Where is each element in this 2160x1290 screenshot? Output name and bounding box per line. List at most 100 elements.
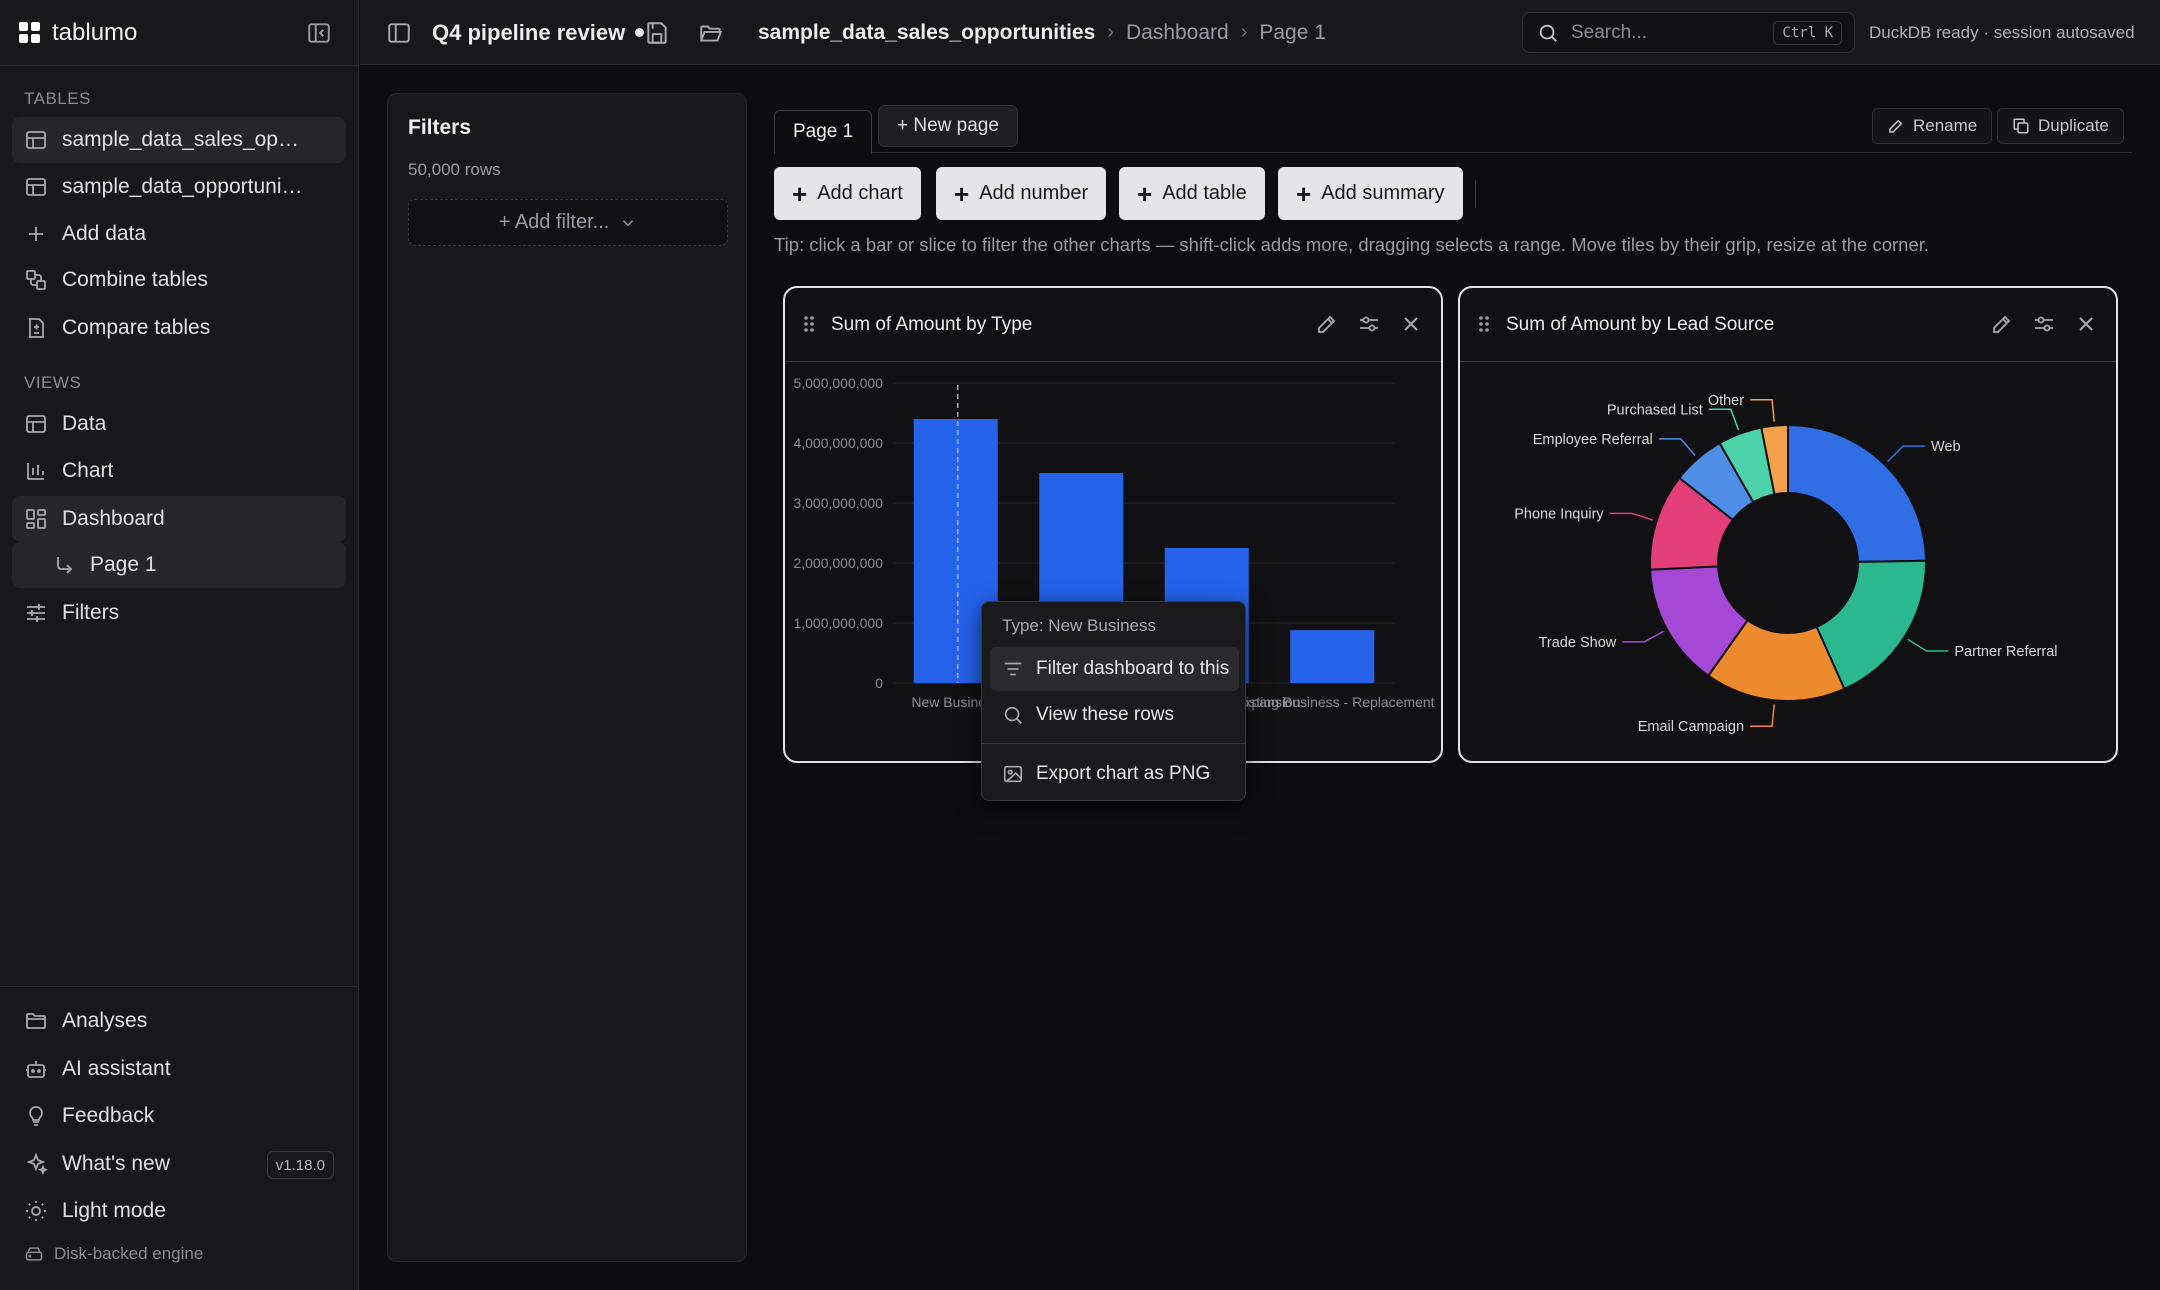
search-icon	[1004, 706, 1022, 724]
sidebar-item-label: Filters	[62, 601, 120, 624]
filters-title: Filters	[408, 116, 472, 139]
sidebar-item-label: Feedback	[62, 1104, 155, 1127]
slice-label: Trade Show	[1539, 635, 1617, 651]
rename-label: Rename	[1913, 116, 1978, 135]
sidebar-item-table-sales-opportunities[interactable]: sample_data_sales_opportunities	[12, 117, 346, 163]
slice-label-leader	[1750, 704, 1775, 727]
sidebar-item-whats-new[interactable]: What's new	[12, 1141, 272, 1187]
chevron-right-icon: ›	[1240, 21, 1248, 43]
close-icon[interactable]	[2074, 312, 2098, 336]
x-tick-label: Existing Business - Replacement	[1230, 694, 1435, 710]
sidebar-divider	[0, 986, 359, 987]
slice-label: Purchased List	[1607, 402, 1703, 418]
add-summary-button[interactable]: + Add summary	[1278, 167, 1463, 220]
y-tick-label: 0	[875, 675, 883, 691]
save-icon	[647, 21, 667, 44]
settings-sliders-icon[interactable]	[2032, 312, 2056, 336]
toolbar-divider	[1475, 180, 1476, 208]
search-box[interactable]: Ctrl K	[1522, 12, 1855, 53]
slice-label-leader	[1750, 399, 1775, 422]
y-tick-label: 3,000,000,000	[793, 495, 883, 511]
sidebar-item-label: AI assistant	[62, 1057, 171, 1080]
sidebar-item-chart[interactable]: Chart	[12, 448, 346, 494]
sidebar-item-label: Compare tables	[62, 316, 211, 339]
add-number-button[interactable]: + Add number	[936, 167, 1107, 220]
view-rows-menu-item[interactable]: View these rows	[990, 693, 1239, 737]
sidebar-item-compare-tables[interactable]: Compare tables	[12, 305, 346, 351]
app-name: tablumo	[52, 19, 138, 46]
sidebar-item-label: sample_data_opportunities_by_region	[62, 175, 307, 198]
open-button[interactable]	[698, 0, 724, 65]
table-icon	[26, 131, 46, 149]
sidebar-item-data[interactable]: Data	[12, 401, 346, 447]
sliders-icon	[27, 604, 45, 622]
menu-divider	[982, 743, 1245, 744]
add-table-label: Add table	[1162, 182, 1247, 204]
duplicate-button[interactable]: Duplicate	[1997, 108, 2124, 144]
row-count: 50,000 rows	[408, 160, 501, 179]
grip-icon[interactable]	[1476, 312, 1492, 336]
new-page-button[interactable]: + New page	[878, 105, 1018, 147]
donut-chart[interactable]: Web Partner Referral Email Campaign Trade S…	[1460, 363, 2116, 763]
panel-left-icon	[388, 22, 410, 43]
duplicate-label: Duplicate	[2038, 116, 2109, 135]
breadcrumb-table[interactable]: sample_data_sales_opportunities	[758, 20, 1096, 44]
sidebar-item-page-1[interactable]: Page 1	[12, 542, 346, 588]
views-section-label: VIEWS	[24, 373, 82, 392]
sidebar-item-light-mode[interactable]: Light mode	[12, 1188, 346, 1234]
breadcrumb-dashboard[interactable]: Dashboard	[1125, 20, 1229, 44]
donut-slice[interactable]	[1815, 559, 1927, 691]
image-icon	[1003, 765, 1023, 783]
add-filter-label: + Add filter...	[498, 211, 610, 233]
sidebar-item-label: Combine tables	[62, 268, 208, 291]
filter-dashboard-menu-item[interactable]: Filter dashboard to this	[990, 647, 1239, 691]
slice-label: Partner Referral	[1954, 644, 2057, 660]
donut-slice[interactable]	[1787, 423, 1927, 563]
sidebar-item-table-opportunities-by-region[interactable]: sample_data_opportunities_by_region	[12, 164, 346, 210]
export-png-menu-item[interactable]: Export chart as PNG	[990, 752, 1239, 796]
document-title[interactable]: Q4 pipeline review	[432, 0, 645, 65]
document-title-text: Q4 pipeline review	[432, 19, 626, 45]
add-chart-button[interactable]: + Add chart	[774, 167, 921, 220]
brand[interactable]: tablumo	[18, 19, 138, 46]
collapse-sidebar-icon[interactable]	[306, 20, 332, 46]
lightbulb-icon	[29, 1106, 43, 1126]
sidebar-item-ai-assistant[interactable]: AI assistant	[12, 1046, 346, 1092]
page-tabs: Page 1 + New page Rename Duplicate	[774, 105, 2132, 154]
save-button[interactable]	[644, 0, 670, 65]
donut-slice[interactable]	[1760, 423, 1789, 496]
slice-label-leader	[1708, 408, 1740, 431]
chart-context-menu: Type: New Business Filter dashboard to t…	[981, 601, 1246, 801]
sidebar-item-dashboard[interactable]: Dashboard	[12, 496, 346, 542]
sun-icon	[26, 1201, 46, 1221]
sidebar-item-combine-tables[interactable]: Combine tables	[12, 257, 346, 303]
tab-page-1[interactable]: Page 1	[774, 110, 873, 154]
sidebar-item-label: Add data	[62, 222, 147, 245]
tables-section-label: TABLES	[24, 89, 91, 108]
copy-icon	[2013, 118, 2029, 134]
settings-sliders-icon[interactable]	[1357, 312, 1381, 336]
sidebar-item-add-data[interactable]: Add data	[12, 211, 346, 257]
edit-icon[interactable]	[1315, 312, 1339, 336]
sidebar-item-feedback[interactable]: Feedback	[12, 1093, 346, 1139]
grip-icon[interactable]	[801, 312, 817, 336]
sidebar-item-label: Data	[62, 412, 107, 435]
tile-title: Sum of Amount by Type	[831, 314, 1033, 335]
toggle-panel-button[interactable]	[386, 0, 412, 65]
edit-icon[interactable]	[1990, 312, 2014, 336]
search-input[interactable]	[1571, 21, 1761, 44]
breadcrumb-page[interactable]: Page 1	[1259, 20, 1326, 44]
sidebar-item-label: Dashboard	[62, 507, 165, 530]
rename-button[interactable]: Rename	[1872, 108, 1993, 144]
slice-label: Phone Inquiry	[1514, 506, 1604, 522]
plus-icon: +	[792, 178, 808, 209]
add-filter-button[interactable]: + Add filter...	[408, 199, 728, 246]
tile-donut-chart[interactable]: Sum of Amount by Lead Source Web Partner …	[1458, 286, 2118, 763]
add-table-button[interactable]: + Add table	[1119, 167, 1265, 220]
sidebar-item-analyses[interactable]: Analyses	[12, 998, 346, 1044]
sub-arrow-icon	[57, 557, 73, 574]
close-icon[interactable]	[1399, 312, 1423, 336]
context-menu-header: Type: New Business	[1002, 616, 1157, 635]
sidebar-item-filters[interactable]: Filters	[12, 590, 346, 636]
bar[interactable]	[1290, 630, 1375, 683]
